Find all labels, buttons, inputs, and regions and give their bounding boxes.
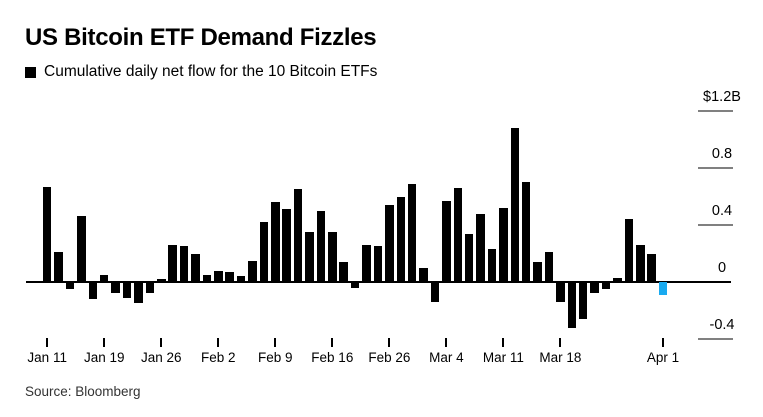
x-axis-tick [445, 338, 448, 347]
flow-bar-mar-18 [556, 282, 565, 302]
flow-bar-mar-13 [521, 182, 531, 282]
flow-bar-mar-20 [578, 282, 588, 320]
flow-bar-feb-20 [339, 262, 348, 282]
legend-swatch-icon [25, 66, 36, 78]
y-axis-tick [698, 167, 733, 169]
flow-bar-feb-6 [236, 276, 246, 282]
x-axis-label: Apr 1 [646, 350, 680, 365]
chart-title: US Bitcoin ETF Demand Fizzles [25, 24, 377, 51]
flow-bar-feb-8 [259, 222, 269, 282]
flow-bar-feb-13 [293, 189, 303, 282]
x-axis-tick [662, 338, 665, 347]
x-axis-tick [559, 338, 562, 347]
x-axis-label: Feb 2 [201, 350, 236, 365]
x-axis-label: Jan 26 [140, 350, 182, 365]
flow-bar-jan-17 [77, 216, 86, 282]
flow-bar-jan-25 [145, 282, 155, 294]
x-axis-label: Feb 16 [311, 350, 354, 365]
flow-bar-mar-28 [647, 253, 656, 282]
flow-bar-mar-15 [544, 252, 554, 282]
y-axis-label: 0.8 [711, 146, 733, 162]
flow-bar-mar-25 [613, 277, 622, 282]
flow-bar-mar-22 [601, 282, 611, 290]
flow-bar-feb-14 [305, 232, 314, 282]
source-attribution: Source: Bloomberg [25, 384, 141, 399]
flow-bar-jan-22 [111, 282, 120, 294]
flow-bar-feb-7 [248, 260, 257, 282]
x-axis-tick [274, 338, 277, 347]
flow-bar-jan-19 [99, 274, 109, 282]
y-axis-label: $1.2B [703, 89, 741, 105]
x-axis-tick [103, 338, 106, 347]
flow-bar-mar-5 [453, 187, 463, 282]
flow-bar-jan-18 [88, 282, 98, 300]
y-axis-label: 0 [717, 260, 727, 276]
flow-bar-mar-7 [476, 213, 485, 282]
x-axis-label: Feb 9 [258, 350, 293, 365]
y-axis-label: 0.4 [711, 203, 733, 219]
flow-bar-mar-1 [430, 282, 440, 302]
x-axis-tick [502, 338, 505, 347]
x-axis-label: Mar 4 [429, 350, 464, 365]
flow-bar-feb-1 [202, 274, 212, 282]
flow-bar-mar-26 [624, 219, 634, 282]
flow-bar-feb-26 [385, 205, 394, 282]
x-axis-tick [46, 338, 49, 347]
x-axis-label: Jan 19 [83, 350, 125, 365]
legend-label: Cumulative daily net flow for the 10 Bit… [44, 63, 378, 80]
flow-bar-feb-22 [362, 244, 371, 282]
x-axis-tick [388, 338, 391, 347]
flow-bar-feb-5 [225, 272, 234, 282]
flow-bar-jan-31 [191, 253, 200, 282]
y-axis-tick [698, 338, 733, 340]
flow-bar-mar-14 [533, 262, 542, 282]
flow-bar-jan-30 [179, 246, 189, 282]
flow-bar-feb-28 [407, 183, 417, 282]
flow-bar-jan-11 [42, 186, 52, 282]
x-axis-label: Mar 11 [482, 350, 524, 365]
y-axis-tick [698, 224, 733, 226]
flow-bar-jan-16 [65, 282, 75, 290]
flow-bar-mar-11 [499, 207, 508, 282]
y-axis-label: -0.4 [709, 317, 735, 333]
flow-bar-feb-16 [328, 232, 337, 282]
flow-bar-feb-27 [396, 196, 405, 282]
flow-bar-jan-26 [157, 279, 166, 282]
flow-bar-apr-1 [658, 282, 668, 295]
flow-bar-feb-23 [373, 246, 383, 282]
flow-bar-feb-9 [271, 202, 280, 282]
x-axis-label: Feb 26 [368, 350, 411, 365]
flow-bar-feb-21 [350, 282, 360, 288]
x-axis-tick [217, 338, 220, 347]
flow-bar-feb-29 [419, 267, 428, 282]
flow-bar-mar-21 [590, 282, 599, 294]
flow-bar-jan-24 [134, 282, 143, 304]
flow-bar-jan-12 [54, 252, 63, 282]
flow-bar-feb-15 [316, 210, 326, 282]
flow-bar-mar-12 [510, 128, 520, 282]
y-axis-tick [698, 110, 733, 112]
chart-legend: Cumulative daily net flow for the 10 Bit… [25, 63, 378, 80]
flow-bar-jan-29 [168, 244, 177, 282]
flow-bar-mar-4 [442, 200, 451, 282]
flow-bar-mar-6 [464, 233, 474, 282]
x-axis-tick [331, 338, 334, 347]
flow-bar-jan-23 [122, 282, 132, 298]
flow-bar-mar-8 [487, 249, 497, 282]
x-axis-label: Mar 18 [539, 350, 582, 365]
zero-axis-line [26, 281, 731, 283]
flow-bar-feb-12 [282, 209, 291, 282]
flow-bar-mar-19 [567, 282, 577, 328]
flow-bar-mar-27 [636, 244, 645, 282]
x-axis-tick [160, 338, 163, 347]
flow-bar-feb-2 [214, 270, 223, 282]
x-axis-label: Jan 11 [27, 350, 67, 365]
